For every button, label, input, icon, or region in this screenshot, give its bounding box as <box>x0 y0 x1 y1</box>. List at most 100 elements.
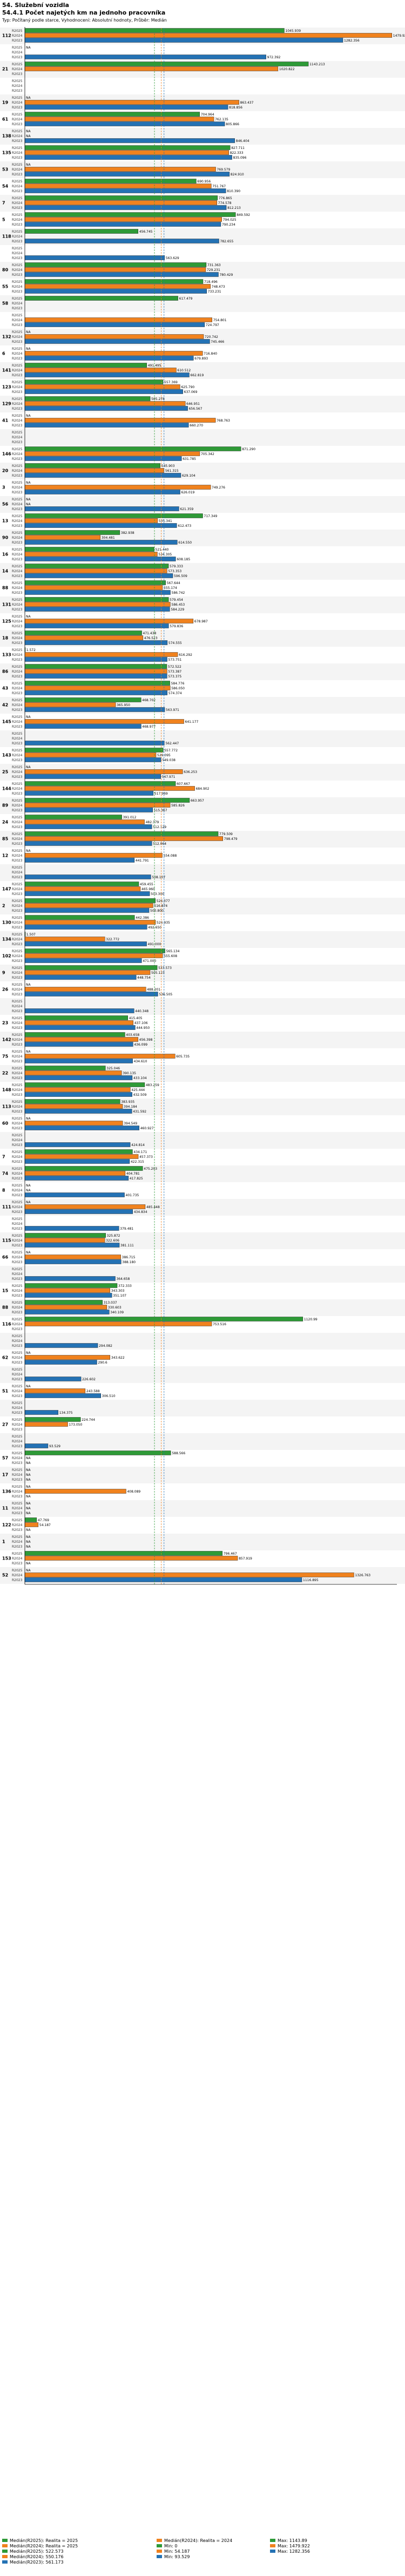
series-label: R2023 <box>12 273 23 277</box>
bar <box>24 473 181 478</box>
bar <box>24 1355 111 1360</box>
bar <box>24 205 227 210</box>
series-label: R2024 <box>12 151 23 155</box>
series-label: R2023 <box>12 491 23 494</box>
value-label: 849.592 <box>237 213 250 217</box>
series-label: R2023 <box>12 943 23 946</box>
value-label: 662.819 <box>190 374 204 377</box>
group-label: 27 <box>2 1422 8 1427</box>
value-label: 779.509 <box>219 832 233 836</box>
group-label: 9 <box>2 971 5 975</box>
value-label: 753.516 <box>213 1323 226 1326</box>
series-label: R2025 <box>12 330 23 334</box>
value-label: 325.872 <box>107 1234 120 1238</box>
bar <box>24 279 204 284</box>
bar <box>24 267 206 272</box>
value-label: 768.763 <box>217 419 230 423</box>
series-label: R2024 <box>12 436 23 439</box>
group-label: 134 <box>2 937 11 942</box>
series-label: R2025 <box>12 397 23 401</box>
series-label: R2024 <box>12 1356 23 1360</box>
chart-subtitle: Typ: Počítaný podle starce, Vyhodnocení:… <box>2 18 167 23</box>
value-label: NA <box>26 1473 31 1477</box>
value-label: 612.473 <box>178 524 191 528</box>
bar <box>24 1020 133 1025</box>
series-label: R2023 <box>12 206 23 210</box>
series-label: R2023 <box>12 39 23 43</box>
value-label: 134.375 <box>59 1411 73 1415</box>
series-label: R2025 <box>12 247 23 250</box>
series-label: R2023 <box>12 1160 23 1164</box>
series-label: R2024 <box>12 720 23 724</box>
value-label: 637.069 <box>184 390 198 394</box>
legend-text: Min: 54.187 <box>164 2549 190 2554</box>
series-label: R2023 <box>12 692 23 695</box>
value-label: 381.111 <box>120 1244 134 1248</box>
legend-text: Medián(R2024): Realita = 2025 <box>10 2544 78 2548</box>
bar <box>24 212 236 217</box>
series-label: R2023 <box>12 524 23 528</box>
series-label: R2023 <box>12 658 23 662</box>
value-label: NA <box>26 849 31 853</box>
series-label: R2023 <box>12 1076 23 1080</box>
value-label: NA <box>26 1456 31 1460</box>
value-label: 471.438 <box>143 632 157 635</box>
series-label: R2024 <box>12 804 23 808</box>
value-label: NA <box>26 1201 31 1204</box>
group-label: 75 <box>2 1054 9 1059</box>
bar <box>24 937 105 941</box>
series-label: R2024 <box>12 1557 23 1561</box>
bar <box>24 334 204 339</box>
series-label: R2025 <box>12 180 23 184</box>
legend-swatch <box>270 2550 275 2553</box>
series-label: R2023 <box>12 909 23 913</box>
bar <box>24 1388 86 1393</box>
series-label: R2024 <box>12 1373 23 1377</box>
value-label: 512.129 <box>153 825 166 829</box>
series-label: R2023 <box>12 223 23 227</box>
group-label: 54 <box>2 184 9 189</box>
bar <box>24 858 135 863</box>
series-label: R2023 <box>12 1361 23 1365</box>
group-label: 57 <box>2 1456 8 1461</box>
value-label: 47.769 <box>38 1519 49 1522</box>
series-label: R2023 <box>12 1227 23 1231</box>
bar <box>24 446 241 451</box>
bar <box>24 167 216 172</box>
bar <box>24 1556 238 1561</box>
series-label: R2025 <box>12 1234 23 1238</box>
bar <box>24 635 144 640</box>
series-label: R2023 <box>12 1260 23 1264</box>
value-label: 745.466 <box>211 340 224 344</box>
series-label: R2025 <box>12 314 23 317</box>
series-label: R2025 <box>12 983 23 987</box>
bar <box>24 384 180 389</box>
value-label: 1143.213 <box>309 63 325 66</box>
bar <box>24 535 101 540</box>
value-label: 459.455 <box>140 883 153 886</box>
value-label: 584.776 <box>171 682 185 686</box>
bar <box>24 1166 143 1171</box>
value-label: 422.315 <box>131 1160 144 1164</box>
series-label: R2024 <box>12 787 23 791</box>
group-label: 111 <box>2 1205 11 1210</box>
value-label: 322.606 <box>106 1239 119 1243</box>
value-label: 818.856 <box>229 106 242 110</box>
value-label: 729.231 <box>207 268 220 272</box>
group-label: 86 <box>2 669 9 674</box>
series-label: R2023 <box>12 189 23 193</box>
group-label: 135 <box>2 151 11 155</box>
value-label: NA <box>26 414 31 418</box>
chart-title: 54.4.1 Počet najetých km na jednoho prac… <box>2 9 166 16</box>
series-label: R2024 <box>12 168 23 172</box>
bar <box>24 1377 82 1381</box>
group-label: 89 <box>2 803 9 808</box>
bar <box>24 1099 120 1104</box>
group-label: 129 <box>2 402 11 406</box>
series-label: R2025 <box>12 1067 23 1070</box>
value-label: 774.578 <box>218 201 232 205</box>
bar <box>24 1293 112 1298</box>
bar <box>24 406 188 411</box>
bar <box>24 1310 110 1314</box>
bar <box>24 530 120 535</box>
